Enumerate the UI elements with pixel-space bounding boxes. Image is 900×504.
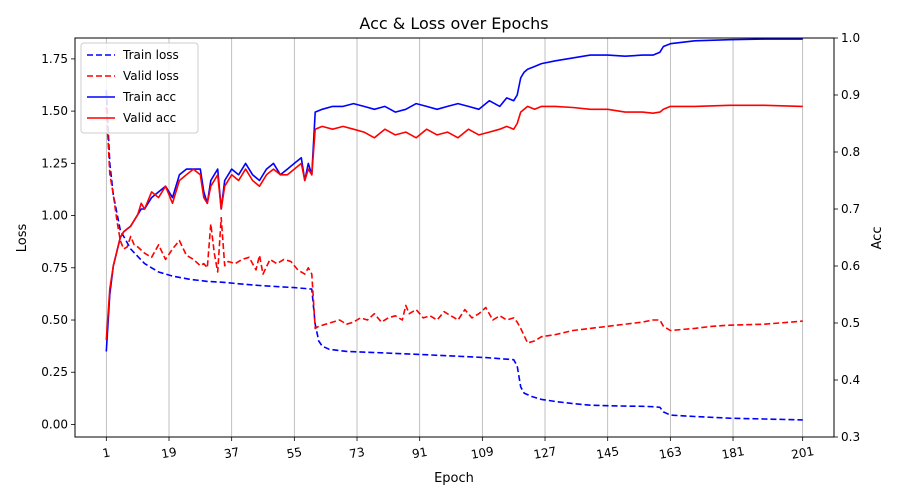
legend-label-train-acc: Train acc: [122, 90, 176, 104]
legend-label-valid-acc: Valid acc: [123, 111, 176, 125]
plot-frame: [74, 37, 835, 438]
legend-label-train-loss: Train loss: [122, 48, 179, 62]
y-axis-left: 0.00 0.25 0.50 0.75 1.00 1.25 1.50 1.75: [41, 52, 75, 431]
series-lines: [105, 38, 803, 421]
x-tick-label: 109: [470, 444, 495, 462]
x-tick-label: 55: [286, 445, 303, 461]
x-tick-label: 91: [411, 445, 428, 461]
y-left-tick-label: 0.75: [41, 261, 68, 275]
x-tick-label: 127: [533, 444, 558, 462]
x-gridlines: [105, 38, 804, 437]
series-line-valid-acc: [105, 104, 803, 341]
y-left-tick-label: 1.75: [41, 52, 68, 66]
y-axis-right: 0.3 0.4 0.5 0.6 0.7 0.8 0.9 1.0: [834, 31, 860, 444]
x-tick-label: 145: [595, 444, 620, 462]
legend-label-valid-loss: Valid loss: [123, 69, 179, 83]
x-tick-label: 19: [160, 445, 177, 461]
y-right-tick-label: 0.5: [841, 316, 860, 330]
y-axis-left-label: Loss: [15, 224, 30, 253]
y-left-tick-label: 0.50: [41, 313, 68, 327]
x-tick-label: 201: [790, 444, 815, 462]
x-tick-label: 37: [223, 445, 240, 461]
series-line-train-acc: [105, 38, 803, 352]
y-right-tick-label: 0.8: [841, 145, 860, 159]
y-left-tick-label: 1.25: [41, 156, 68, 170]
y-left-tick-label: 0.00: [41, 417, 68, 431]
y-right-tick-label: 0.9: [841, 88, 860, 102]
y-right-tick-label: 1.0: [841, 31, 860, 45]
legend-box: [80, 42, 199, 134]
x-axis-label: Epoch: [434, 471, 474, 486]
x-tick-label: 181: [721, 444, 746, 462]
y-right-tick-label: 0.7: [841, 202, 860, 216]
y-right-tick-label: 0.4: [841, 373, 860, 387]
x-tick-label: 73: [348, 445, 365, 461]
chart-title: Acc & Loss over Epochs: [359, 14, 548, 33]
y-right-tick-label: 0.6: [841, 259, 860, 273]
y-axis-right-label: Acc: [870, 227, 885, 250]
series-line-valid-loss: [105, 106, 803, 344]
y-right-tick-label: 0.3: [841, 430, 860, 444]
y-left-tick-label: 1.00: [41, 209, 68, 223]
series-line-train-loss: [105, 90, 803, 421]
x-tick-label: 163: [658, 444, 683, 462]
legend: Train loss Valid loss Train acc Valid acc: [80, 42, 199, 134]
y-left-tick-label: 1.50: [41, 104, 68, 118]
y-left-tick-label: 0.25: [41, 365, 68, 379]
x-tick-label: 1: [101, 445, 111, 460]
x-axis: 1 19 37 55 73 91 109 127 145 163 181 201: [101, 437, 815, 462]
